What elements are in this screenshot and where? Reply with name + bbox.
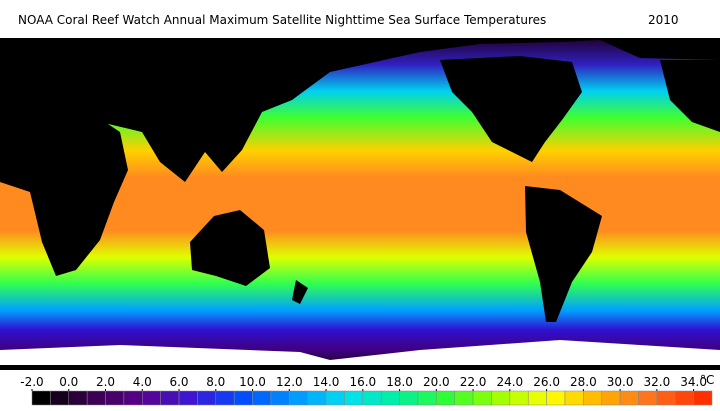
- colorbar-tick-label: 4.0: [133, 375, 152, 389]
- colorbar-cell: [509, 390, 529, 406]
- colorbar-cell: [252, 390, 272, 406]
- colorbar-tick-label: 2.0: [96, 375, 115, 389]
- colorbar-cell: [31, 390, 51, 406]
- colorbar-cell: [289, 390, 308, 406]
- colorbar-cell: [491, 390, 511, 406]
- colorbar-tick-label: 26.0: [533, 375, 560, 389]
- map: [0, 38, 720, 370]
- colorbar-cell: [86, 390, 106, 406]
- colorbar-tick-label: 10.0: [239, 375, 266, 389]
- colorbar-cell: [233, 390, 253, 406]
- colorbar-cell: [527, 390, 547, 406]
- colorbar-cell: [68, 390, 88, 406]
- colorbar-cell: [546, 390, 566, 406]
- colorbar-tick-label: 8.0: [206, 375, 225, 389]
- colorbar-tick-label: 34.0: [680, 375, 707, 389]
- colorbar-cell: [454, 390, 474, 406]
- colorbar-tick-label: 0.0: [59, 375, 78, 389]
- colorbar-cell: [325, 390, 345, 406]
- colorbar-tick-label: 22.0: [460, 375, 487, 389]
- colorbar-cell: [583, 390, 602, 406]
- colorbar-cell: [693, 390, 713, 406]
- map-year: 2010: [648, 13, 679, 27]
- colorbar-tick-label: 28.0: [570, 375, 597, 389]
- colorbar-tick-label: -2.0: [20, 375, 43, 389]
- colorbar-cell: [123, 390, 143, 406]
- colorbar-cell: [472, 390, 492, 406]
- colorbar-cell: [399, 390, 419, 406]
- antarctica: [0, 340, 720, 370]
- colorbar-cell: [160, 390, 180, 406]
- map-edge: [0, 365, 720, 370]
- colorbar-cell: [270, 390, 290, 406]
- colorbar-tick-label: 6.0: [169, 375, 188, 389]
- colorbar-cell: [197, 390, 217, 406]
- colorbar-cell: [344, 390, 364, 406]
- colorbar-tick-label: 24.0: [496, 375, 523, 389]
- colorbar-cell: [417, 390, 437, 406]
- colorbar-tick-label: 18.0: [386, 375, 413, 389]
- colorbar-cell: [50, 390, 70, 406]
- colorbar-cell: [601, 390, 621, 406]
- colorbar-cell: [619, 390, 639, 406]
- colorbar-tick-label: 20.0: [423, 375, 450, 389]
- colorbar-cell: [178, 390, 198, 406]
- colorbar-cell: [638, 390, 658, 406]
- colorbar-cell: [380, 390, 400, 406]
- land: [0, 38, 720, 322]
- colorbar-cell: [142, 390, 161, 406]
- colorbar-cell: [656, 390, 676, 406]
- colorbar-cell: [307, 390, 327, 406]
- colorbar-tick-label: 30.0: [607, 375, 634, 389]
- colorbar-cell: [436, 390, 455, 406]
- colorbar-tick-label: 12.0: [276, 375, 303, 389]
- colorbar-tick-label: 16.0: [349, 375, 376, 389]
- colorbar-cell: [362, 390, 382, 406]
- colorbar-cell: [215, 390, 235, 406]
- colorbar-tick-label: 14.0: [313, 375, 340, 389]
- colorbar-cell: [674, 390, 694, 406]
- colorbar-cell: [105, 390, 125, 406]
- colorbar-cell: [564, 390, 584, 406]
- colorbar-unit: °C: [700, 373, 714, 387]
- map-title: NOAA Coral Reef Watch Annual Maximum Sat…: [18, 13, 546, 27]
- colorbar-tick-label: 32.0: [644, 375, 671, 389]
